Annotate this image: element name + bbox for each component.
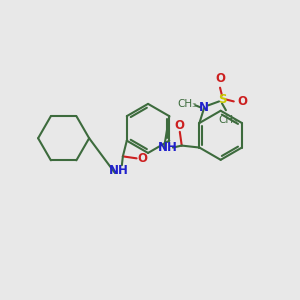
Text: CH₃: CH₃ [177, 99, 196, 110]
Text: O: O [137, 152, 148, 165]
Text: N: N [199, 101, 209, 114]
Text: NH: NH [158, 141, 178, 154]
Text: O: O [175, 119, 185, 133]
Text: NH: NH [109, 164, 129, 177]
Text: O: O [215, 72, 225, 85]
Text: CH₃: CH₃ [218, 115, 238, 125]
Text: O: O [238, 95, 248, 108]
Text: S: S [218, 93, 226, 106]
